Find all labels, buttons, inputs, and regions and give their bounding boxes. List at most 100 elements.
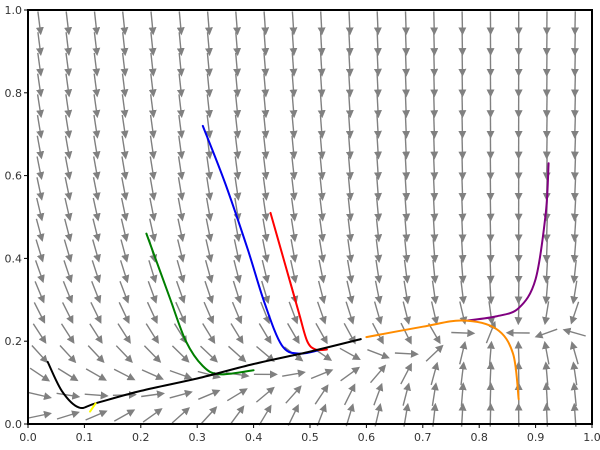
field-arrow xyxy=(92,135,101,160)
field-arrow xyxy=(373,301,383,325)
field-arrow xyxy=(570,73,579,98)
field-arrow xyxy=(430,280,439,305)
field-arrow xyxy=(64,32,73,56)
field-arrow xyxy=(373,52,382,77)
field-arrow xyxy=(288,301,299,325)
field-arrow xyxy=(233,218,242,243)
field-arrow xyxy=(176,11,185,36)
field-arrow xyxy=(339,347,361,360)
field-arrow xyxy=(318,259,327,284)
field-arrow xyxy=(345,403,355,427)
field-arrow xyxy=(233,32,242,57)
field-arrow xyxy=(289,94,298,119)
field-arrow xyxy=(175,280,186,304)
field-arrow xyxy=(343,322,356,345)
field-arrow xyxy=(570,114,579,139)
field-arrow xyxy=(570,280,579,305)
field-arrow xyxy=(317,52,326,77)
x-tick-label: 0.8 xyxy=(470,431,488,444)
field-arrow xyxy=(316,301,327,325)
field-arrow xyxy=(346,259,355,284)
series-line-1 xyxy=(201,124,323,355)
field-arrow xyxy=(31,345,49,364)
field-arrow xyxy=(36,52,44,77)
field-arrow xyxy=(570,259,579,284)
field-arrow xyxy=(204,32,213,57)
field-arrow xyxy=(287,404,299,426)
field-arrow xyxy=(317,280,327,305)
field-arrow xyxy=(345,94,354,119)
field-arrow xyxy=(141,369,164,381)
field-arrow xyxy=(64,73,73,98)
field-arrow xyxy=(120,114,129,139)
field-arrow xyxy=(64,11,73,36)
field-arrow xyxy=(230,323,244,345)
field-arrow xyxy=(310,368,334,380)
field-arrow xyxy=(562,327,586,337)
field-arrow xyxy=(233,135,242,160)
field-arrow xyxy=(85,368,107,381)
field-arrow xyxy=(28,391,52,401)
field-arrow xyxy=(458,135,467,160)
field-arrow xyxy=(91,281,102,304)
series-line-6 xyxy=(46,338,362,410)
field-arrow xyxy=(120,239,130,263)
field-arrow xyxy=(197,370,222,380)
field-arrow xyxy=(59,345,77,364)
field-arrow xyxy=(486,280,495,305)
field-arrow xyxy=(458,156,467,181)
series-line-7 xyxy=(89,402,97,413)
field-arrow xyxy=(205,239,214,263)
field-arrow xyxy=(113,368,136,381)
field-arrow xyxy=(36,114,45,139)
field-arrow xyxy=(487,301,496,326)
field-arrow xyxy=(35,239,45,263)
field-arrow xyxy=(261,239,270,263)
field-arrow xyxy=(317,135,326,160)
field-arrow xyxy=(261,73,270,98)
field-arrow xyxy=(289,114,298,139)
field-arrow xyxy=(226,388,248,402)
field-arrow xyxy=(120,218,129,243)
field-arrow xyxy=(373,382,384,406)
field-arrow xyxy=(317,73,326,98)
field-arrow xyxy=(289,218,298,243)
field-arrow xyxy=(318,218,326,243)
field-arrow xyxy=(430,239,439,264)
field-arrow xyxy=(402,52,411,77)
field-arrow xyxy=(402,280,411,305)
field-arrow xyxy=(92,94,101,119)
field-arrow xyxy=(119,260,130,284)
field-arrow xyxy=(570,239,579,264)
field-arrow xyxy=(203,301,215,325)
field-arrow xyxy=(231,301,243,325)
field-arrow xyxy=(486,361,495,386)
field-arrow xyxy=(64,218,73,243)
field-arrow xyxy=(200,345,218,363)
field-arrow xyxy=(233,260,242,284)
field-arrow xyxy=(261,197,270,222)
y-tick-label: 1.0 xyxy=(5,4,23,17)
field-arrow xyxy=(402,94,411,119)
y-tick-label: 0.4 xyxy=(5,252,23,265)
series-line-4 xyxy=(466,162,550,322)
field-arrow xyxy=(570,52,579,77)
solution-curves xyxy=(46,124,550,413)
field-arrow xyxy=(430,176,439,201)
field-arrow xyxy=(373,32,382,57)
field-arrow xyxy=(36,94,45,119)
field-arrow xyxy=(64,114,73,139)
field-arrow xyxy=(35,218,45,242)
field-arrow xyxy=(64,52,73,77)
field-arrow xyxy=(345,32,354,57)
field-arrow xyxy=(542,280,551,305)
field-arrow xyxy=(204,280,214,304)
field-arrow xyxy=(149,218,158,243)
field-arrow xyxy=(91,260,102,284)
field-arrow xyxy=(458,382,467,407)
field-arrow xyxy=(60,323,75,344)
field-arrow xyxy=(542,218,551,243)
field-arrow xyxy=(148,11,157,36)
field-arrow xyxy=(176,73,185,98)
